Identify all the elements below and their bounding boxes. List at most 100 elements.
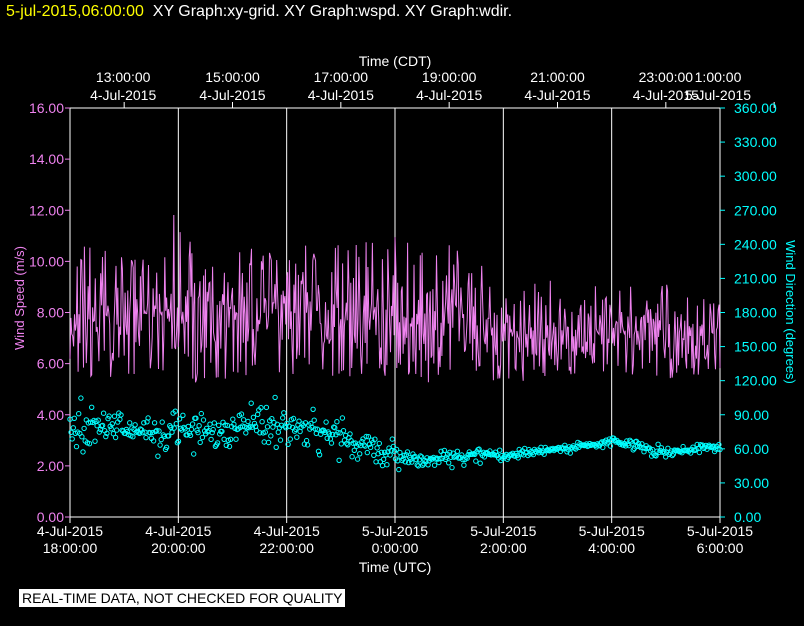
wind-direction-point bbox=[345, 442, 351, 448]
wind-direction-point bbox=[323, 419, 329, 425]
wind-direction-point bbox=[437, 455, 443, 462]
wind-direction-point bbox=[176, 416, 183, 422]
wind-direction-point bbox=[189, 421, 196, 427]
wind-direction-point bbox=[491, 452, 497, 458]
top-tick-time: 1:00:00 bbox=[695, 69, 742, 85]
wind-direction-point bbox=[414, 462, 420, 468]
wind-direction-point bbox=[607, 443, 614, 449]
wind-direction-point bbox=[157, 442, 163, 448]
wind-direction-point bbox=[79, 434, 85, 440]
wind-direction-point bbox=[273, 444, 279, 450]
wind-direction-point bbox=[350, 440, 356, 446]
wind-direction-point bbox=[354, 456, 361, 462]
wind-direction-point bbox=[187, 432, 194, 439]
wind-direction-point bbox=[412, 453, 418, 460]
wind-direction-point bbox=[324, 435, 330, 441]
wind-direction-point bbox=[174, 440, 181, 446]
wind-direction-point bbox=[199, 434, 206, 441]
wind-direction-point bbox=[367, 444, 374, 451]
left-axis-title: Wind Speed (m/s) bbox=[12, 246, 27, 350]
right-tick-label: 300.00 bbox=[734, 168, 777, 184]
bottom-tick-time: 18:00:00 bbox=[43, 540, 98, 556]
right-tick-label: 90.00 bbox=[734, 407, 769, 423]
wind-direction-point bbox=[515, 455, 521, 461]
wind-direction-point bbox=[270, 424, 276, 430]
wind-direction-point bbox=[641, 449, 647, 455]
wind-direction-point bbox=[175, 438, 182, 444]
wind-direction-point bbox=[396, 466, 402, 473]
right-tick-label: 120.00 bbox=[734, 373, 777, 389]
wind-direction-point bbox=[373, 459, 379, 465]
top-tick-date: 4-Jul-2015 bbox=[90, 87, 156, 103]
bottom-tick-time: 4:00:00 bbox=[588, 540, 635, 556]
wind-direction-point bbox=[106, 413, 112, 419]
wind-direction-point bbox=[481, 454, 488, 460]
bottom-tick-date: 4-Jul-2015 bbox=[254, 523, 320, 539]
wind-direction-point bbox=[69, 436, 75, 442]
vertical-grid bbox=[177, 108, 613, 517]
wind-direction-point bbox=[108, 426, 114, 432]
wind-direction-point bbox=[431, 462, 438, 468]
wind-direction-point bbox=[140, 430, 146, 436]
wind-direction-point bbox=[210, 426, 216, 433]
wind-direction-point bbox=[665, 445, 671, 451]
wind-direction-point bbox=[380, 456, 387, 462]
wind-direction-point bbox=[163, 444, 170, 450]
wind-direction-point bbox=[418, 454, 425, 460]
wind-direction-point bbox=[268, 433, 274, 439]
wind-direction-point bbox=[73, 443, 80, 450]
wind-direction-point bbox=[716, 441, 722, 448]
right-tick-label: 150.00 bbox=[734, 339, 777, 355]
wind-direction-point bbox=[166, 433, 172, 439]
wind-direction-point bbox=[173, 421, 180, 427]
wind-direction-point bbox=[250, 414, 257, 420]
wind-direction-point bbox=[402, 459, 408, 465]
wind-direction-point bbox=[262, 429, 268, 435]
wind-direction-point bbox=[401, 452, 407, 458]
wind-direction-point bbox=[197, 439, 203, 446]
wind-direction-point bbox=[297, 428, 303, 435]
wind-direction-point bbox=[482, 450, 489, 457]
wind-direction-point bbox=[141, 420, 147, 426]
wind-direction-point bbox=[352, 440, 359, 446]
wind-direction-point bbox=[89, 404, 95, 410]
wind-direction-point bbox=[223, 442, 230, 448]
wind-direction-point bbox=[340, 428, 347, 434]
wind-direction-point bbox=[258, 405, 264, 411]
wind-direction-point bbox=[473, 458, 479, 464]
wind-direction-point bbox=[334, 419, 340, 425]
wind-direction-point bbox=[344, 440, 350, 447]
bottom-tick-time: 0:00:00 bbox=[372, 540, 419, 556]
wind-direction-point bbox=[278, 422, 285, 428]
top-axis-title: Time (CDT) bbox=[359, 53, 432, 69]
wind-direction-point bbox=[477, 460, 483, 466]
wind-direction-point bbox=[304, 442, 311, 448]
wind-direction-point bbox=[94, 423, 100, 429]
wind-direction-point bbox=[372, 436, 378, 442]
wind-direction-point bbox=[663, 454, 669, 460]
wind-direction-point bbox=[198, 410, 205, 417]
wind-direction-point bbox=[86, 441, 93, 447]
wind-direction-point bbox=[285, 441, 291, 447]
wind-direction-point bbox=[221, 436, 227, 442]
title-timestamp: 5-jul-2015,06:00:00 bbox=[6, 3, 144, 20]
wind-direction-point bbox=[78, 395, 84, 401]
wind-direction-point bbox=[227, 436, 234, 442]
wind-direction-point bbox=[303, 437, 310, 444]
wind-direction-point bbox=[196, 423, 202, 429]
wind-direction-point bbox=[209, 429, 215, 436]
bottom-tick-date: 5-Jul-2015 bbox=[687, 523, 753, 539]
wind-direction-point bbox=[265, 439, 272, 446]
wind-direction-point bbox=[92, 438, 98, 444]
wind-direction-point bbox=[238, 411, 245, 417]
wind-direction-point bbox=[688, 450, 694, 456]
wind-direction-point bbox=[200, 417, 207, 423]
wind-direction-point bbox=[99, 422, 106, 429]
top-tick-time: 15:00:00 bbox=[205, 69, 260, 85]
wind-direction-point bbox=[207, 421, 213, 427]
left-tick-label: 12.00 bbox=[29, 202, 64, 218]
wind-direction-point bbox=[717, 446, 723, 453]
wind-direction-point bbox=[230, 416, 236, 422]
wind-direction-point bbox=[269, 416, 275, 422]
